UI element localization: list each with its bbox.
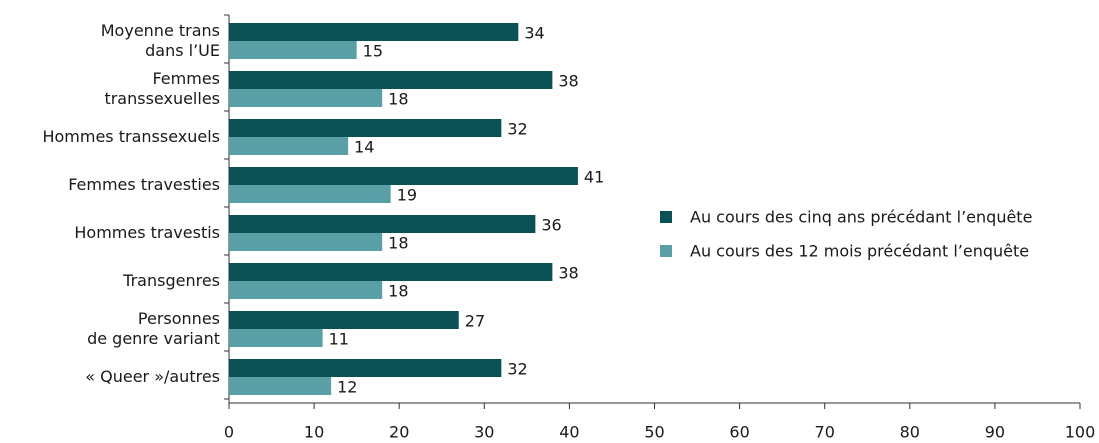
value-label: 32 (507, 120, 527, 139)
bar (229, 89, 383, 107)
bar (229, 23, 519, 41)
bar (229, 359, 502, 377)
category-label: Moyenne trans dans l’UE (100, 21, 220, 60)
x-tick-label: 20 (389, 423, 409, 442)
bar (229, 119, 502, 137)
value-label: 19 (397, 186, 417, 205)
category-label: Femmes travesties (68, 175, 220, 194)
category-label: Personnes de genre variant (87, 309, 220, 348)
value-label: 18 (388, 234, 408, 253)
bar (229, 41, 357, 59)
x-tick-label: 60 (729, 423, 749, 442)
x-tick-label: 80 (900, 423, 920, 442)
bar (229, 311, 459, 329)
value-label: 18 (388, 282, 408, 301)
value-label: 18 (388, 90, 408, 109)
legend-swatch (660, 245, 672, 257)
x-tick-label: 0 (224, 423, 234, 442)
category-label: Hommes travestis (74, 223, 220, 242)
value-label: 12 (337, 378, 357, 397)
bar (229, 137, 349, 155)
value-label: 41 (584, 168, 604, 187)
value-label: 34 (524, 24, 544, 43)
x-tick-label: 70 (815, 423, 835, 442)
bar (229, 281, 383, 299)
bar (229, 263, 553, 281)
bar (229, 71, 553, 89)
value-label: 38 (558, 72, 578, 91)
value-label: 32 (507, 360, 527, 379)
x-tick-label: 40 (559, 423, 579, 442)
x-tick-label: 90 (985, 423, 1005, 442)
value-label: 27 (465, 312, 485, 331)
bar (229, 233, 383, 251)
bar (229, 377, 332, 395)
value-label: 38 (558, 264, 578, 283)
legend-label: Au cours des cinq ans précédant l’enquêt… (690, 208, 1032, 227)
bar (229, 167, 578, 185)
legend-swatch (660, 211, 672, 223)
legend-label: Au cours des 12 mois précédant l’enquête (690, 242, 1029, 261)
value-label: 36 (541, 216, 561, 235)
value-label: 11 (329, 330, 349, 349)
value-label: 15 (363, 42, 383, 61)
category-label: Transgenres (123, 271, 220, 290)
category-label: Hommes transsexuels (42, 127, 220, 146)
x-tick-label: 10 (304, 423, 324, 442)
value-label: 14 (354, 138, 374, 157)
bar (229, 185, 391, 203)
category-label: « Queer »/autres (85, 367, 220, 386)
category-label: Femmes transsexuelles (104, 69, 220, 108)
bar (229, 215, 536, 233)
x-tick-label: 100 (1065, 423, 1096, 442)
bar (229, 329, 323, 347)
x-tick-label: 50 (644, 423, 664, 442)
x-tick-label: 30 (474, 423, 494, 442)
